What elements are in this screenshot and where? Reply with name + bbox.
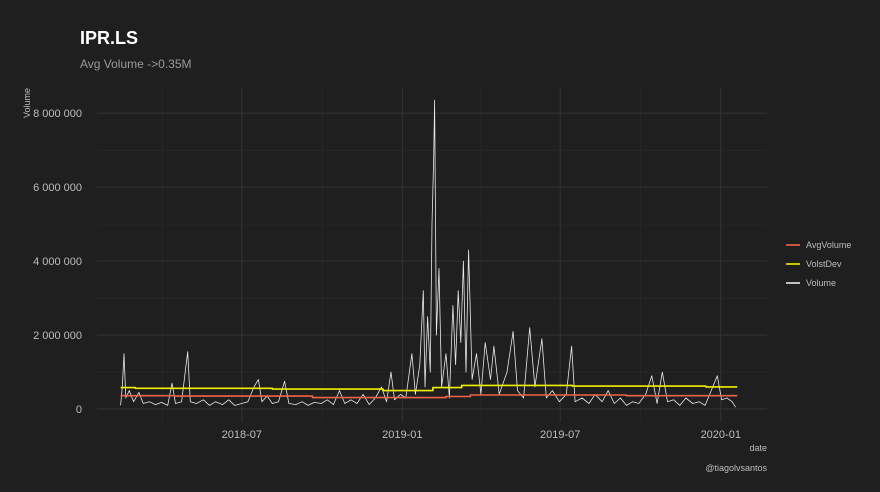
chart-title: IPR.LS (80, 28, 138, 48)
legend-label: VolstDev (806, 259, 842, 269)
x-tick-label: 2019-07 (540, 429, 580, 441)
legend-label: AvgVolume (806, 240, 851, 250)
legend-label: Volume (806, 278, 836, 288)
y-axis-label: Volume (22, 88, 32, 118)
x-tick-label: 2020-01 (701, 429, 741, 441)
series-line-avgvolume (120, 394, 738, 399)
x-tick-label: 2018-07 (222, 429, 262, 441)
legend: AvgVolume VolstDev Volume (786, 240, 851, 288)
x-axis: 2018-07 2019-01 2019-07 2020-01 (222, 429, 741, 441)
x-tick-label: 2019-01 (382, 429, 422, 441)
grid (97, 88, 767, 422)
y-tick-label: 8 000 000 (33, 108, 82, 120)
series-line-volume (120, 99, 736, 408)
y-tick-label: 4 000 000 (33, 256, 82, 268)
chart-subtitle: Avg Volume ->0.35M (80, 57, 192, 71)
series-line-volstdev (120, 384, 738, 392)
series-layer (120, 99, 738, 408)
y-tick-label: 6 000 000 (33, 182, 82, 194)
y-tick-label: 0 (76, 404, 82, 416)
x-axis-label: date (749, 443, 767, 453)
caption: @tiagolvsantos (705, 463, 767, 473)
y-axis: 0 2 000 000 4 000 000 6 000 000 8 000 000 (33, 108, 82, 416)
y-tick-label: 2 000 000 (33, 330, 82, 342)
